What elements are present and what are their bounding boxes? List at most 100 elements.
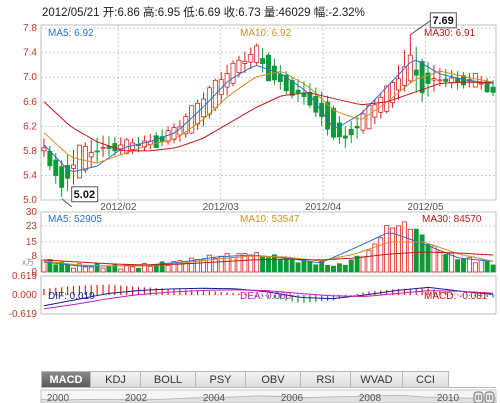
candle-body	[449, 77, 455, 83]
price-y-axis: 5.0 5.4 5.8 6.2 6.6 7.0 7.4 7.8	[23, 23, 37, 206]
overview-year-tick: 2008	[359, 393, 382, 403]
candle-body	[425, 72, 431, 84]
candle-body	[360, 113, 366, 131]
tab-spacer	[449, 371, 496, 388]
overview-year-tick: 2000	[47, 393, 70, 403]
volume-bar	[271, 254, 277, 273]
volume-bar	[419, 234, 425, 273]
candle-body	[366, 104, 372, 130]
price-ma5-line	[43, 59, 494, 173]
volume-bar	[455, 259, 461, 273]
volume-bar	[201, 259, 206, 273]
volume-bar	[283, 258, 289, 273]
price-y-tick: 5.4	[23, 170, 37, 181]
candle-body	[242, 60, 248, 64]
volume-ma-lines	[43, 232, 494, 267]
volume-bar	[177, 260, 183, 273]
volume-y-tick: 23	[26, 221, 38, 232]
low-marker: 5.02	[61, 186, 99, 208]
volume-unit-label: x万	[22, 258, 34, 267]
price-y-tick: 6.6	[23, 97, 37, 108]
volume-bar	[336, 263, 342, 273]
range-handle-right[interactable]	[484, 391, 495, 403]
candle-body	[88, 152, 94, 158]
tab-obv[interactable]: OBV	[246, 371, 301, 388]
price-x-tick: 2012/03	[203, 202, 240, 213]
range-handle-left[interactable]	[473, 391, 484, 403]
candle-body	[159, 136, 165, 142]
price-grid	[41, 25, 496, 201]
volume-bar	[59, 261, 65, 273]
volume-bar	[431, 245, 437, 273]
price-x-tick: 2012/02	[100, 202, 137, 213]
volume-bar	[118, 268, 124, 273]
candle-body	[472, 73, 478, 88]
price-y-tick: 7.8	[23, 23, 37, 34]
volume-bar	[100, 267, 106, 273]
price-x-tick: 2012/04	[305, 202, 342, 213]
candle-body	[224, 73, 230, 88]
macd-y-tick: -0.619	[9, 309, 38, 320]
candle-body	[118, 144, 124, 150]
candle-body	[490, 86, 496, 93]
price-x-axis: 2012/02 2012/03 2012/04 2012/05	[100, 202, 444, 213]
overview-area-fill	[40, 394, 497, 403]
tab-psy[interactable]: PSY	[196, 371, 246, 388]
volume-bar	[289, 257, 295, 273]
volume-bar	[76, 263, 82, 273]
tab-rsi[interactable]: RSI	[301, 371, 351, 388]
volume-bar	[384, 225, 390, 273]
volume-bar	[242, 253, 248, 273]
volume-bar	[472, 262, 478, 273]
volume-ma30-line	[43, 251, 494, 266]
macd-y-axis: -0.619 0.000 0.619	[9, 271, 38, 320]
volume-bar	[254, 252, 260, 273]
indicator-tabs: MACD KDJ BOLL PSY OBV RSI WVAD CCI	[41, 371, 496, 388]
candle-body	[41, 147, 47, 152]
volume-bar	[159, 261, 165, 273]
volume-bar	[277, 259, 283, 273]
volume-bar	[224, 253, 230, 273]
macd-lines	[43, 286, 494, 310]
candle-body	[413, 69, 419, 76]
tab-kdj[interactable]: KDJ	[91, 371, 141, 388]
volume-bar	[295, 262, 301, 273]
candle-body	[106, 146, 112, 149]
volume-bar	[490, 264, 496, 273]
ma10-price-label: MA10: 6.92	[240, 28, 292, 39]
overview-year-tick: 2006	[281, 393, 304, 403]
volume-bars	[41, 221, 496, 273]
candle-body	[401, 66, 407, 86]
overview-year-tick: 2002	[125, 393, 148, 403]
candle-body	[407, 54, 413, 82]
candle-body	[201, 98, 206, 118]
ma30-volume-label: MA30: 84570	[422, 214, 482, 225]
volume-bar	[47, 259, 53, 273]
tab-cci[interactable]: CCI	[403, 371, 449, 388]
candle-body	[390, 82, 396, 103]
volume-bar	[189, 257, 195, 273]
volume-y-tick: 30	[26, 207, 38, 218]
tab-boll[interactable]: BOLL	[141, 371, 196, 388]
volume-bar	[88, 266, 94, 273]
volume-bar	[342, 264, 348, 273]
candle-body	[283, 74, 289, 92]
candle-body	[260, 58, 266, 65]
volume-bar	[236, 253, 242, 273]
volume-bar	[206, 254, 212, 273]
volume-bar	[313, 264, 319, 273]
volume-bar	[461, 258, 466, 273]
dea-label: DEA: 0.060	[240, 291, 292, 302]
macd-label: MACD: -0.081	[424, 291, 488, 302]
candle-body	[289, 80, 295, 96]
volume-bar	[425, 243, 431, 273]
candle-body	[277, 73, 283, 82]
volume-bar	[130, 266, 136, 273]
candle-body	[266, 54, 271, 82]
tab-macd[interactable]: MACD	[41, 371, 91, 388]
volume-y-tick: 8	[31, 251, 37, 262]
tab-wvad[interactable]: WVAD	[351, 371, 403, 388]
volume-bar	[266, 257, 271, 273]
macd-y-tick: 0.619	[12, 271, 37, 282]
